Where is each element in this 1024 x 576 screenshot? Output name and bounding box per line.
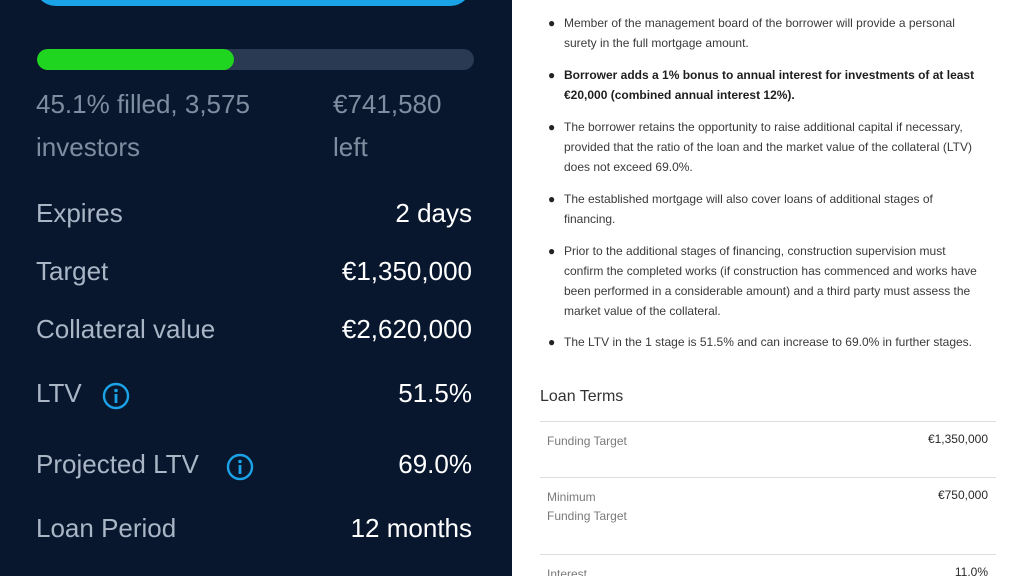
bullet-icon: ● (548, 335, 556, 349)
target-label: Target (36, 256, 109, 286)
list-item-text: The LTV in the 1 stage is 51.5% and can … (564, 335, 973, 349)
expires-value: 2 days (395, 198, 472, 228)
amount-left-line2: left (333, 132, 368, 162)
ltv-label: LTV (36, 378, 82, 408)
term-label: Funding Target (547, 434, 627, 448)
term-value: €750,000 (937, 488, 988, 502)
list-item: ● Borrower adds a 1% bonus to annual int… (548, 65, 984, 105)
collateral-value-value: €2,620,000 (341, 314, 472, 344)
list-item: ● Member of the management board of the … (548, 13, 984, 53)
list-item-text: The established mortgage will also cover… (564, 192, 933, 226)
list-item-text: The borrower retains the opportunity to … (564, 120, 973, 174)
target-value: €1,350,000 (341, 256, 472, 286)
filled-stat: 45.1% filled, 3,575 investors (36, 83, 250, 169)
term-label: Interest (547, 567, 588, 576)
projected-ltv-label: Projected LTV (36, 449, 199, 479)
term-value: €1,350,000 (927, 432, 988, 446)
projected-ltv-info-icon[interactable] (226, 453, 254, 481)
collateral-value-label: Collateral value (36, 314, 216, 344)
bullet-icon: ● (548, 68, 556, 82)
bullet-icon: ● (548, 244, 556, 258)
ltv-value: 51.5% (398, 378, 472, 408)
project-details-panel: ● Member of the management board of the … (512, 0, 1024, 576)
loan-terms-title: Loan Terms (540, 388, 624, 405)
bullet-icon: ● (548, 192, 556, 206)
invest-button[interactable] (34, 0, 472, 6)
list-item: ● The established mortgage will also cov… (548, 189, 984, 229)
ltv-info-icon[interactable] (102, 382, 130, 410)
projected-ltv-value: 69.0% (398, 449, 472, 479)
project-summary-panel: 45.1% filled, 3,575 investors €741,580 l… (34, 0, 474, 543)
loan-period-label: Loan Period (36, 513, 177, 543)
filled-stat-line1: 45.1% filled, 3,575 (36, 89, 250, 119)
filled-stat-line2: investors (36, 132, 141, 162)
bullet-icon: ● (548, 120, 556, 134)
loan-period-value: 12 months (350, 513, 472, 543)
term-value: 11.0% (954, 565, 988, 576)
funding-progress-bar (37, 49, 474, 70)
table-row: Minimum Funding Target €750,000 (540, 477, 996, 555)
list-item-text: Prior to the additional stages of financ… (564, 244, 977, 318)
expires-label: Expires (36, 198, 123, 228)
list-item-text: Borrower adds a 1% bonus to annual inter… (564, 68, 975, 102)
amount-left-line1: €741,580 (333, 89, 442, 119)
funding-progress-fill (37, 49, 235, 70)
table-row: Interest 11.0% (540, 554, 996, 576)
amount-left-stat: €741,580 left (333, 83, 441, 169)
list-item: ● The LTV in the 1 stage is 51.5% and ca… (548, 332, 984, 352)
list-item: ● Prior to the additional stages of fina… (548, 241, 984, 321)
bullet-icon: ● (548, 16, 556, 30)
list-item-text: Member of the management board of the bo… (564, 16, 955, 50)
term-label: Minimum Funding Target (547, 490, 627, 523)
list-item: ● The borrower retains the opportunity t… (548, 117, 984, 177)
table-row: Funding Target €1,350,000 (540, 421, 996, 478)
